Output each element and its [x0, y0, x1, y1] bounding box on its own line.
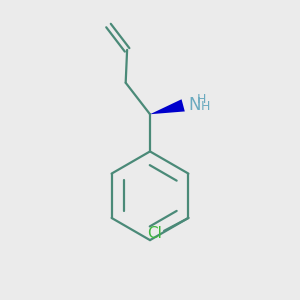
- Text: H: H: [196, 93, 206, 106]
- Text: Cl: Cl: [147, 226, 162, 241]
- Text: H: H: [201, 100, 211, 113]
- Polygon shape: [150, 99, 185, 114]
- Text: N: N: [188, 96, 201, 114]
